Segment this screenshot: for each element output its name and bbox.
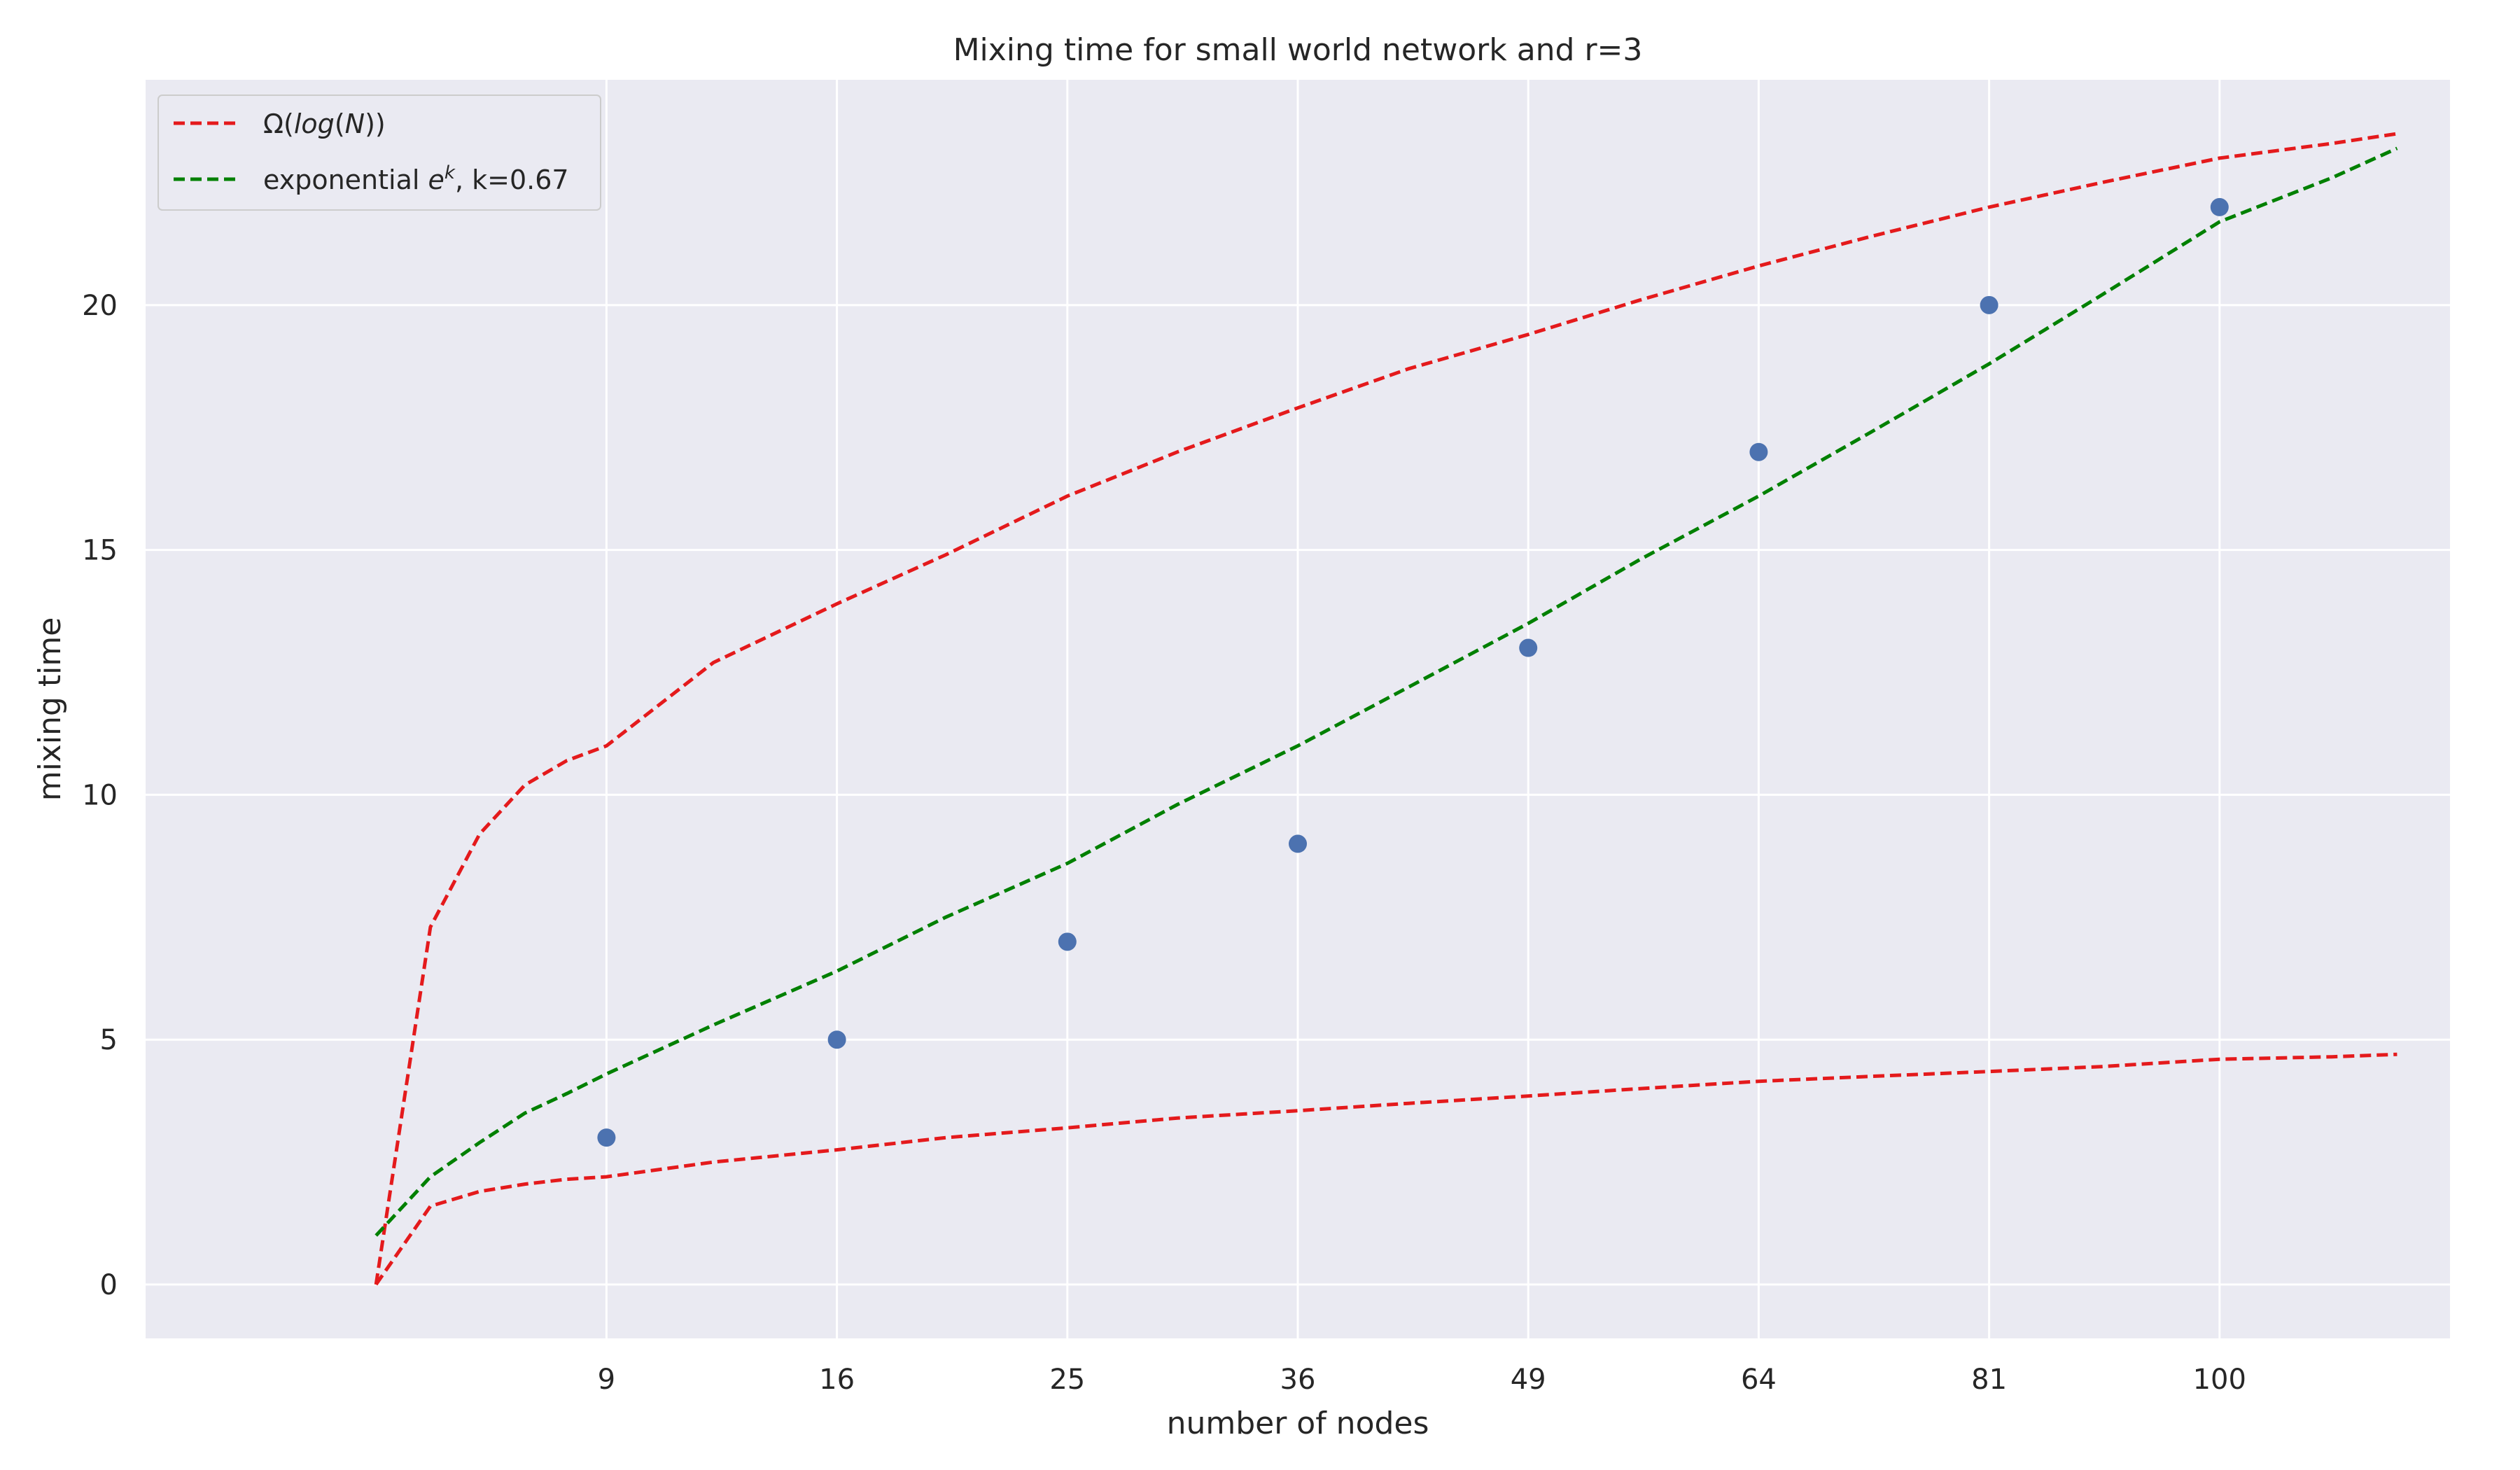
log-lower-line	[374, 1052, 2398, 1286]
legend-entry-log: Ω(log(N))	[263, 108, 386, 139]
data-point	[1749, 442, 1768, 461]
x-tick-label: 36	[1280, 1364, 1316, 1396]
y-tick-label: 10	[82, 779, 118, 811]
x-tick-label: 49	[1511, 1364, 1546, 1396]
x-tick-label: 64	[1741, 1364, 1777, 1396]
data-point	[597, 1128, 616, 1147]
y-tick-label: 0	[100, 1269, 118, 1301]
x-tick-labels: 9 16 25 36 49 64 81 100	[598, 1364, 2246, 1396]
x-tick-label: 100	[2193, 1364, 2246, 1396]
grid	[146, 80, 2450, 1338]
y-tick-label: 15	[82, 535, 118, 567]
y-tick-label: 20	[82, 290, 118, 322]
legend-entry-exponential: exponential ek, k=0.67	[263, 162, 569, 195]
y-axis-label: mixing time	[32, 617, 68, 802]
data-point	[1519, 638, 1538, 657]
data-point	[1289, 834, 1307, 853]
exponential-line	[374, 146, 2398, 1237]
data-point	[1058, 932, 1077, 951]
y-tick-labels: 0 5 10 15 20	[82, 290, 118, 1301]
data-point	[2210, 197, 2229, 216]
y-tick-label: 5	[100, 1024, 118, 1056]
log-upper-line	[374, 132, 2398, 1285]
x-tick-label: 16	[819, 1364, 855, 1396]
fit-lines	[374, 132, 2398, 1286]
data-points	[597, 197, 2229, 1147]
x-axis-label: number of nodes	[1167, 1406, 1429, 1441]
data-point	[1980, 295, 1998, 314]
chart-title: Mixing time for small world network and …	[953, 32, 1643, 68]
legend-box	[158, 94, 601, 211]
x-tick-label: 81	[1971, 1364, 2007, 1396]
data-point	[827, 1030, 846, 1049]
x-tick-label: 25	[1049, 1364, 1085, 1396]
x-tick-label: 9	[598, 1364, 615, 1396]
legend: Ω(log(N)) exponential ek, k=0.67	[158, 94, 601, 211]
